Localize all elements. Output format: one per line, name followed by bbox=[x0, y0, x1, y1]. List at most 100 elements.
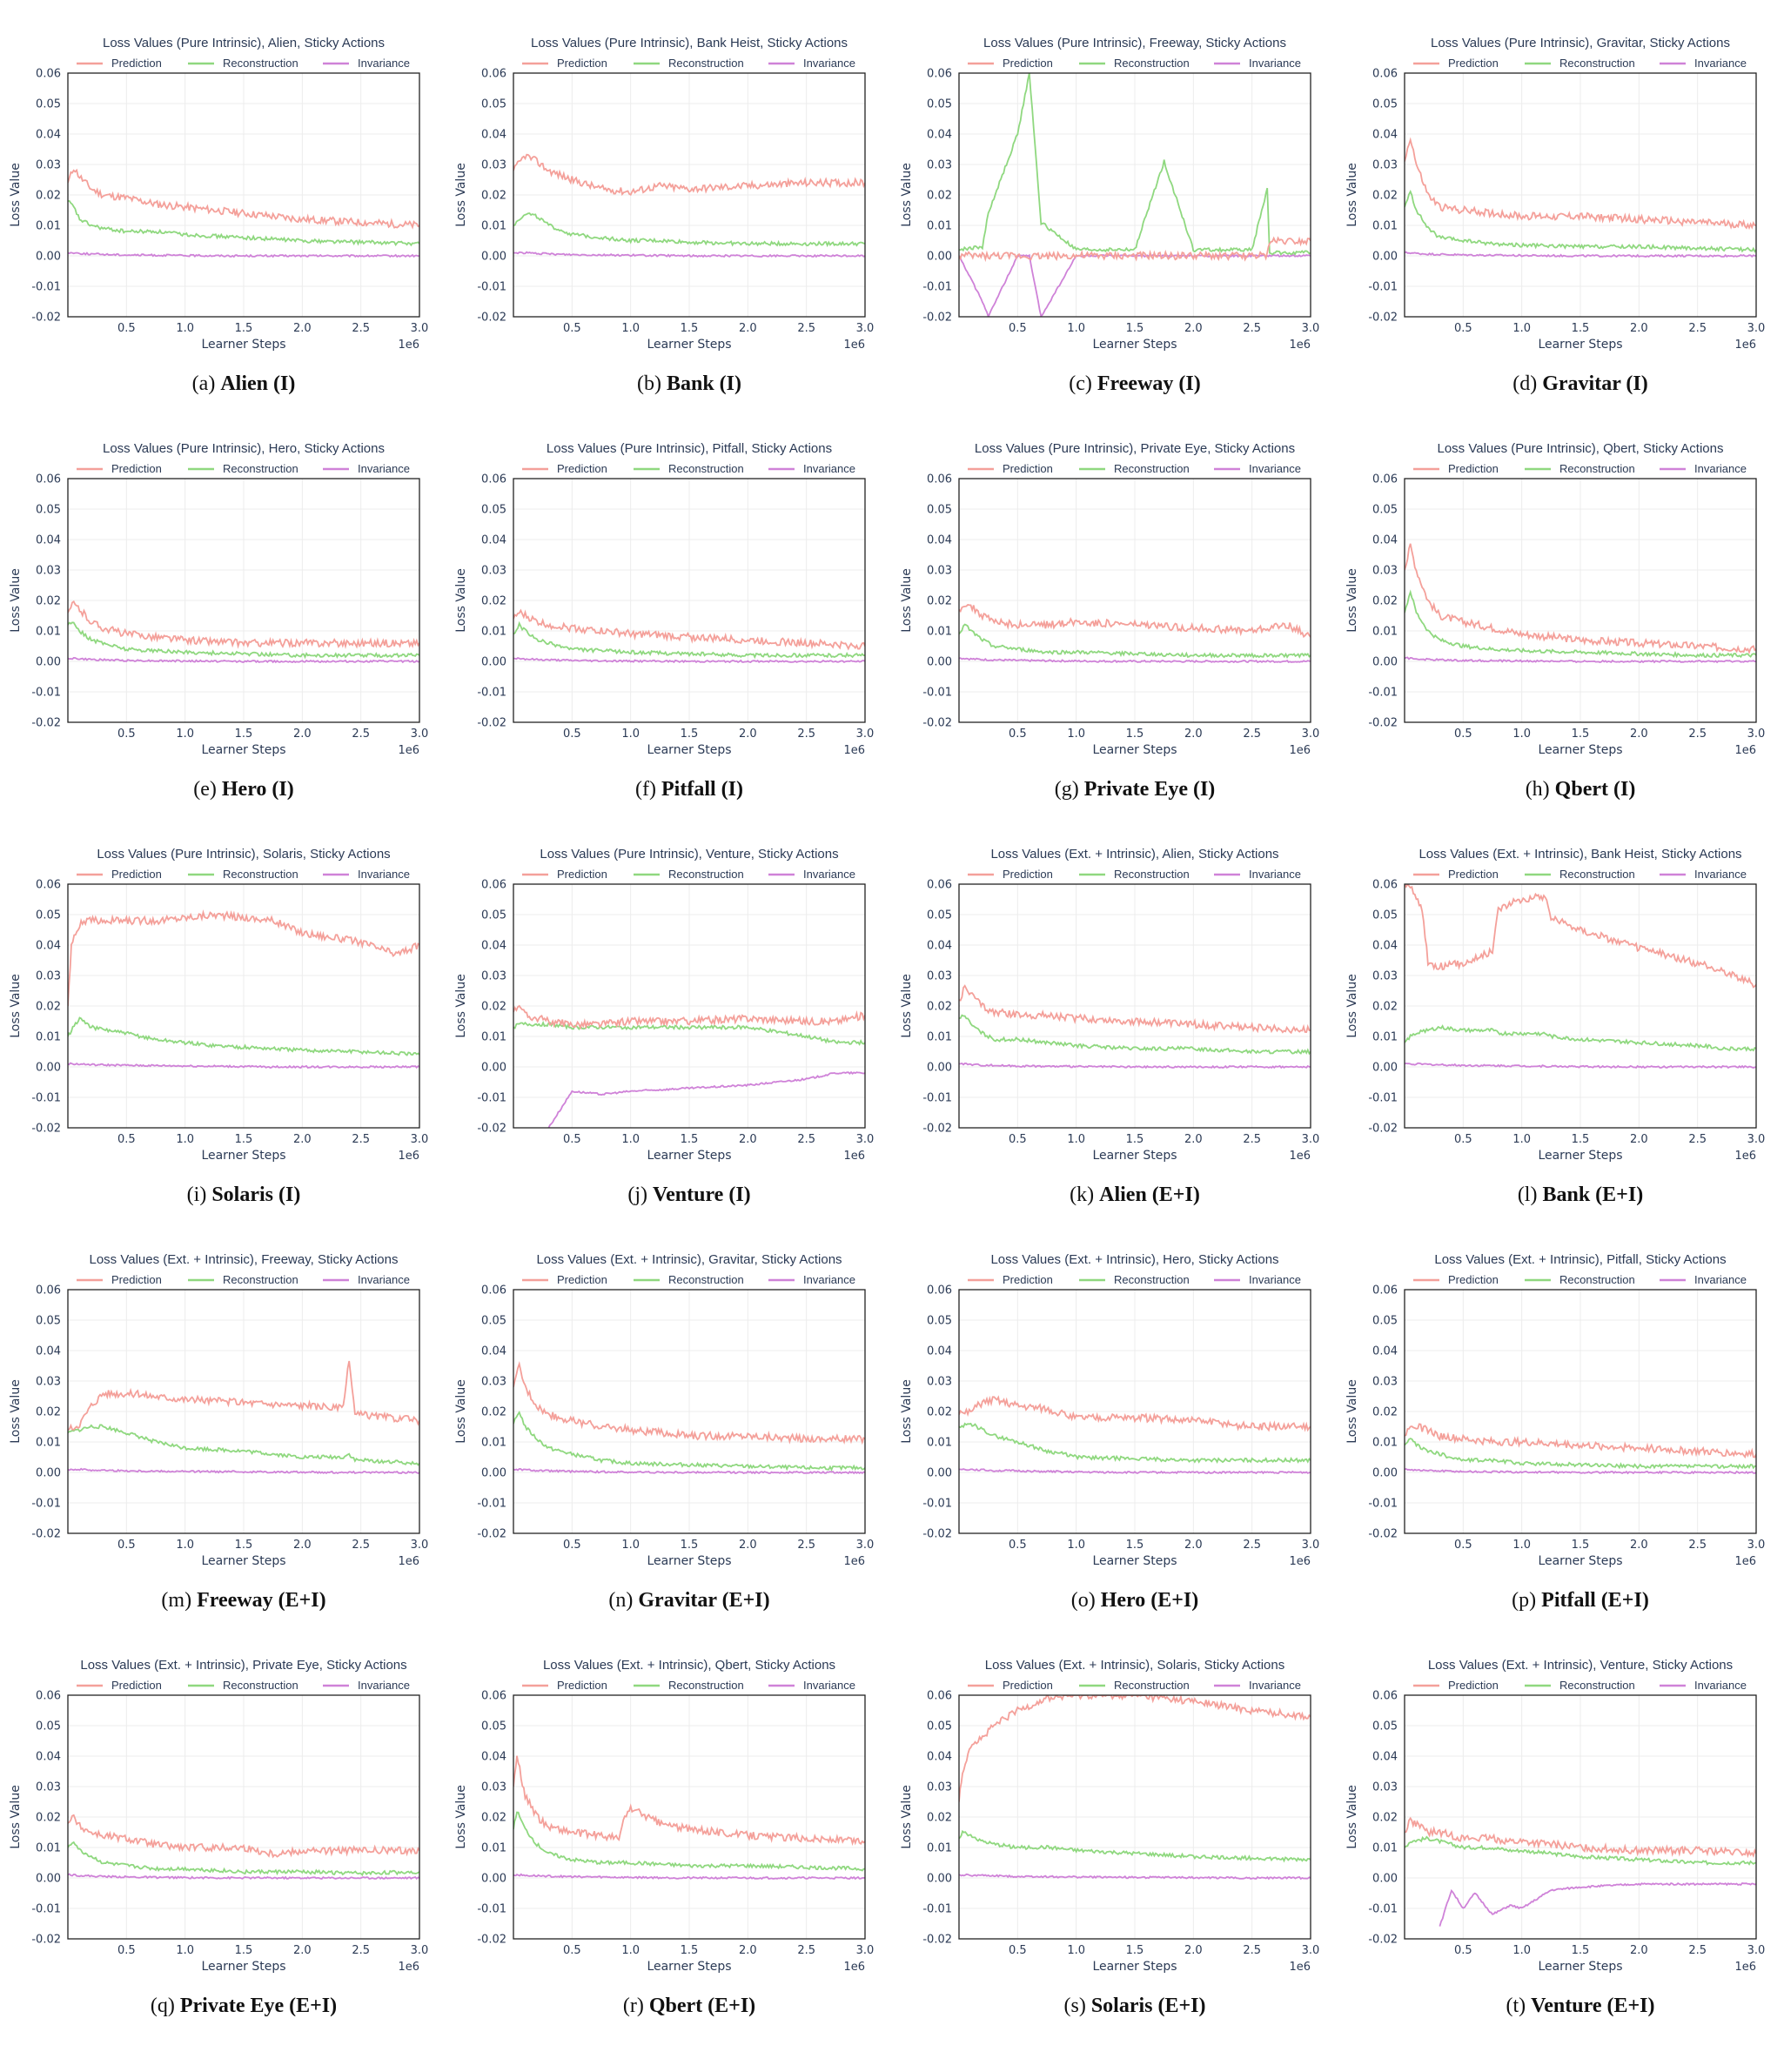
x-tick-label: 1.5 bbox=[235, 1944, 253, 1957]
legend-label-invariance: Invariance bbox=[1694, 868, 1747, 881]
y-tick-label: 0.03 bbox=[1372, 159, 1398, 172]
plot-frame bbox=[513, 1289, 866, 1534]
y-axis-label: Loss Value bbox=[1345, 568, 1359, 633]
y-tick-label: 0.01 bbox=[1372, 1842, 1398, 1855]
caption-name: Freeway (I) bbox=[1097, 372, 1201, 395]
legend-label-reconstruction: Reconstruction bbox=[1559, 868, 1635, 881]
y-tick-label: 0.02 bbox=[36, 1812, 61, 1825]
chart-panel-3: Loss Values (Pure Intrinsic), Gravitar, … bbox=[1337, 0, 1782, 406]
x-tick-label: 2.0 bbox=[293, 1539, 312, 1552]
y-tick-label: -0.02 bbox=[922, 312, 952, 325]
y-tick-label: 0.01 bbox=[481, 220, 506, 233]
y-tick-label: -0.01 bbox=[1368, 281, 1398, 294]
x-tick-label: 3.0 bbox=[1747, 1539, 1766, 1552]
chart-panel-14: Loss Values (Ext. + Intrinsic), Hero, St… bbox=[891, 1217, 1337, 1622]
plot-frame bbox=[958, 1289, 1311, 1534]
legend-label-prediction: Prediction bbox=[1448, 462, 1499, 475]
x-tick-label: 0.5 bbox=[1009, 322, 1027, 335]
caption-letter: (t) bbox=[1506, 1995, 1532, 2017]
x-tick-label: 3.0 bbox=[411, 728, 429, 741]
x-tick-label: 2.0 bbox=[1630, 322, 1648, 335]
caption-letter: (i) bbox=[186, 1184, 212, 1206]
caption-letter: (q) bbox=[150, 1995, 180, 2017]
x-tick-label: 1.5 bbox=[235, 1539, 253, 1552]
y-tick-label: 0.03 bbox=[927, 565, 952, 578]
x-tick-label: 3.0 bbox=[1747, 322, 1766, 335]
legend-label-invariance: Invariance bbox=[803, 1273, 855, 1286]
caption-name: Gravitar (I) bbox=[1542, 372, 1648, 395]
y-tick-label: 0.03 bbox=[36, 1781, 61, 1794]
x-tick-label: 0.5 bbox=[117, 1539, 136, 1552]
plot-frame bbox=[513, 478, 866, 723]
x-tick-label: 3.0 bbox=[1302, 1944, 1320, 1957]
x-scale-note: 1e6 bbox=[398, 744, 419, 757]
x-tick-label: 3.0 bbox=[1302, 728, 1320, 741]
y-axis-label: Loss Value bbox=[9, 1379, 23, 1444]
chart-title: Loss Values (Ext. + Intrinsic), Private … bbox=[80, 1658, 406, 1673]
plot-frame bbox=[958, 1694, 1311, 1940]
series-line-invariance bbox=[68, 251, 419, 258]
y-tick-label: 0.02 bbox=[1372, 1406, 1398, 1419]
y-tick-label: 0.06 bbox=[481, 879, 506, 892]
x-tick-label: 3.0 bbox=[856, 322, 875, 335]
series-line-reconstruction bbox=[959, 623, 1311, 659]
y-tick-label: -0.01 bbox=[31, 1498, 61, 1511]
y-tick-label: 0.04 bbox=[36, 129, 61, 142]
y-tick-label: 0.00 bbox=[927, 1873, 952, 1886]
x-tick-label: 2.5 bbox=[352, 322, 370, 335]
x-tick-label: 2.0 bbox=[293, 322, 312, 335]
x-tick-label: 1.5 bbox=[1126, 1944, 1144, 1957]
series-line-invariance bbox=[1405, 1468, 1756, 1475]
y-tick-label: 0.04 bbox=[481, 940, 506, 953]
caption-name: Bank (E+I) bbox=[1542, 1184, 1644, 1206]
x-tick-label: 1.0 bbox=[1067, 728, 1085, 741]
legend-label-invariance: Invariance bbox=[1249, 1679, 1301, 1692]
y-tick-label: 0.04 bbox=[36, 1751, 61, 1764]
y-tick-label: 0.01 bbox=[481, 626, 506, 639]
x-tick-label: 2.0 bbox=[1630, 1133, 1648, 1146]
caption-name: Bank (I) bbox=[666, 372, 741, 395]
series-line-reconstruction bbox=[959, 1829, 1311, 1863]
x-scale-note: 1e6 bbox=[398, 1961, 419, 1974]
y-axis-label: Loss Value bbox=[9, 974, 23, 1038]
legend-label-reconstruction: Reconstruction bbox=[1559, 1679, 1635, 1692]
y-tick-label: -0.01 bbox=[477, 281, 506, 294]
y-tick-label: -0.02 bbox=[31, 1528, 61, 1541]
x-tick-label: 1.0 bbox=[621, 728, 640, 741]
x-tick-label: 0.5 bbox=[1009, 1539, 1027, 1552]
x-tick-label: 1.5 bbox=[1572, 728, 1590, 741]
y-tick-label: 0.00 bbox=[1372, 1467, 1398, 1480]
chart-title: Loss Values (Pure Intrinsic), Qbert, Sti… bbox=[1437, 441, 1723, 456]
chart-panel-6: Loss Values (Pure Intrinsic), Private Ey… bbox=[891, 406, 1337, 811]
legend-label-prediction: Prediction bbox=[557, 462, 607, 475]
x-tick-label: 0.5 bbox=[563, 1133, 581, 1146]
y-tick-label: 0.06 bbox=[36, 1690, 61, 1703]
caption-name: Private Eye (E+I) bbox=[179, 1995, 338, 2017]
y-tick-label: 0.05 bbox=[1372, 504, 1398, 517]
y-tick-label: 0.04 bbox=[1372, 940, 1398, 953]
y-tick-label: 0.06 bbox=[36, 879, 61, 892]
series-line-prediction bbox=[68, 909, 419, 1007]
caption-name: Solaris (I) bbox=[211, 1184, 301, 1206]
y-tick-label: 0.06 bbox=[36, 1284, 61, 1298]
y-tick-label: 0.06 bbox=[481, 68, 506, 81]
legend-label-prediction: Prediction bbox=[1448, 1679, 1499, 1692]
subfigure-caption: (m) Freeway (E+I) bbox=[21, 1589, 466, 1613]
y-tick-label: -0.01 bbox=[922, 687, 952, 700]
legend-label-reconstruction: Reconstruction bbox=[1114, 1679, 1190, 1692]
x-tick-label: 2.5 bbox=[1688, 1133, 1707, 1146]
x-axis-label: Learner Steps bbox=[201, 1554, 285, 1568]
x-tick-label: 2.5 bbox=[352, 1539, 370, 1552]
legend-label-reconstruction: Reconstruction bbox=[1559, 462, 1635, 475]
subfigure-caption: (b) Bank (I) bbox=[466, 372, 912, 396]
y-tick-label: 0.05 bbox=[481, 98, 506, 111]
x-tick-label: 0.5 bbox=[563, 1944, 581, 1957]
subfigure-caption: (k) Alien (E+I) bbox=[912, 1184, 1358, 1207]
y-tick-label: 0.00 bbox=[1372, 1873, 1398, 1886]
legend-label-prediction: Prediction bbox=[111, 1273, 162, 1286]
y-tick-label: 0.06 bbox=[927, 68, 952, 81]
x-tick-label: 0.5 bbox=[117, 1133, 136, 1146]
legend-label-invariance: Invariance bbox=[803, 57, 855, 70]
y-tick-label: -0.02 bbox=[922, 1123, 952, 1136]
x-scale-note: 1e6 bbox=[1289, 744, 1311, 757]
